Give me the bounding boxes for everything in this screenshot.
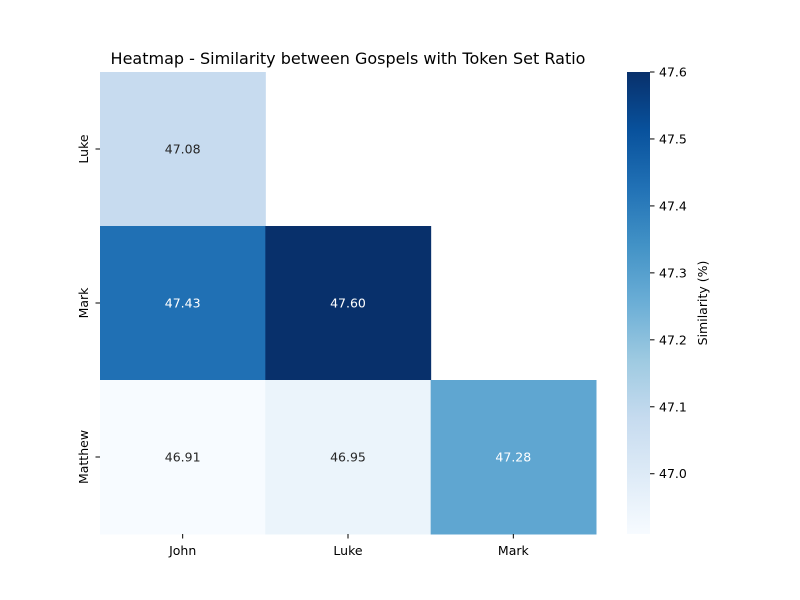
- y-axis: Luke Mark Matthew: [76, 134, 100, 484]
- colorbar-tick-label: 47.1: [659, 399, 687, 414]
- colorbar-tick-label: 47.2: [659, 332, 687, 347]
- cell-value-label: 46.95: [330, 450, 366, 465]
- heatmap-cell: [265, 226, 432, 381]
- heatmap-cell: [430, 380, 597, 535]
- y-tick-label: Matthew: [76, 430, 91, 484]
- colorbar-tick-label: 47.6: [659, 65, 687, 80]
- cell-value-label: 47.28: [495, 450, 531, 465]
- heatmap-cell: [100, 72, 266, 227]
- colorbar-tick-label: 47.5: [659, 131, 687, 146]
- colorbar-ticks: 47.0 47.1 47.2 47.3 47.4 47.5 47.6: [650, 65, 687, 481]
- y-tick-label: Mark: [76, 287, 91, 319]
- colorbar-label: Similarity (%): [695, 261, 710, 346]
- colorbar: [627, 72, 650, 534]
- x-axis: John Luke Mark: [168, 534, 530, 558]
- colorbar-tick-label: 47.3: [659, 265, 687, 280]
- colorbar-tick-label: 47.0: [659, 466, 687, 481]
- x-tick-label: Luke: [333, 543, 362, 558]
- heatmap-cell: [265, 380, 432, 535]
- y-tick-label: Luke: [76, 134, 91, 163]
- cell-value-label: 47.60: [330, 296, 366, 311]
- heatmap-cell: [100, 226, 266, 381]
- x-tick-label: Mark: [498, 543, 530, 558]
- cell-value-label: 46.91: [165, 450, 201, 465]
- colorbar-gradient: [627, 72, 650, 534]
- cell-value-label: 47.08: [165, 142, 201, 157]
- heatmap-cells: 47.08 47.43 47.60 46.91 46.95 47.28: [100, 72, 597, 535]
- colorbar-tick-label: 47.4: [659, 198, 687, 213]
- cell-value-label: 47.43: [165, 296, 201, 311]
- x-tick-label: John: [168, 543, 196, 558]
- heatmap-cell: [100, 380, 266, 535]
- chart-title: Heatmap - Similarity between Gospels wit…: [111, 49, 586, 68]
